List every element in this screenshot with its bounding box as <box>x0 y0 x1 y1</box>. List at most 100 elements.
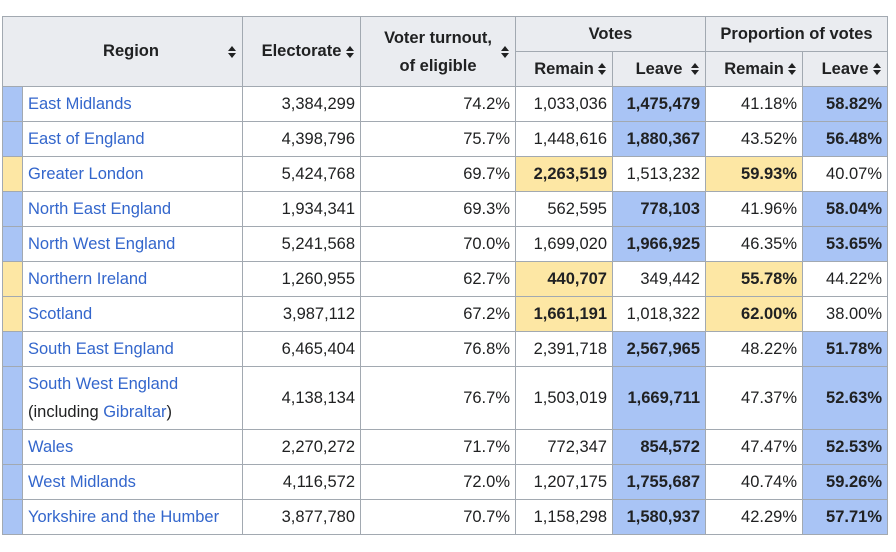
region-link[interactable]: East of England <box>28 130 145 148</box>
remain-pct-cell: 46.35% <box>705 226 803 262</box>
region-header[interactable]: Region <box>2 16 243 87</box>
proportion-group-header: Proportion of votes <box>705 16 888 52</box>
region-note: (including <box>28 403 104 421</box>
leave-votes-cell: 1,018,322 <box>612 296 706 332</box>
region-note-close: ) <box>166 403 173 421</box>
region-link[interactable]: North West England <box>28 235 176 253</box>
region-cell: North West England <box>22 226 243 262</box>
region-link[interactable]: East Midlands <box>28 95 132 113</box>
region-link[interactable]: South East England <box>28 340 174 358</box>
winner-swatch <box>2 331 23 367</box>
region-link[interactable]: Scotland <box>28 305 93 323</box>
leave-pct-header-label: Leave <box>821 59 869 78</box>
leave-pct-cell: 52.53% <box>802 429 888 465</box>
remain-pct-header-label: Remain <box>724 59 784 78</box>
electorate-cell: 4,138,134 <box>242 366 361 430</box>
region-note-link[interactable]: Gibraltar <box>103 403 167 421</box>
remain-votes-cell: 1,158,298 <box>515 499 613 535</box>
remain-pct-header[interactable]: Remain <box>705 51 803 87</box>
sort-icon[interactable] <box>598 63 606 75</box>
electorate-cell: 2,270,272 <box>242 429 361 465</box>
leave-votes-cell: 1,513,232 <box>612 156 706 192</box>
region-link[interactable]: West Midlands <box>28 473 136 491</box>
turnout-cell: 71.7% <box>360 429 516 465</box>
results-table: Region Electorate Voter turnout, of elig… <box>2 16 888 535</box>
region-link[interactable]: Wales <box>28 438 74 456</box>
leave-votes-header-label: Leave <box>635 59 683 78</box>
leave-pct-header[interactable]: Leave <box>802 51 888 87</box>
turnout-cell: 76.8% <box>360 331 516 367</box>
sort-icon[interactable] <box>228 45 236 58</box>
region-link[interactable]: Yorkshire and the Humber <box>28 508 220 526</box>
electorate-cell: 1,260,955 <box>242 261 361 297</box>
remain-votes-cell: 1,448,616 <box>515 121 613 157</box>
electorate-cell: 3,987,112 <box>242 296 361 332</box>
leave-pct-cell: 40.07% <box>802 156 888 192</box>
leave-votes-cell: 854,572 <box>612 429 706 465</box>
leave-votes-cell: 349,442 <box>612 261 706 297</box>
turnout-cell: 67.2% <box>360 296 516 332</box>
region-link[interactable]: Northern Ireland <box>28 270 148 288</box>
remain-pct-cell: 55.78% <box>705 261 803 297</box>
sort-icon[interactable] <box>788 63 796 75</box>
table-row: East Midlands 3,384,299 74.2% 1,033,036 … <box>2 86 888 122</box>
leave-pct-cell: 58.04% <box>802 191 888 227</box>
leave-votes-cell: 1,475,479 <box>612 86 706 122</box>
leave-votes-cell: 778,103 <box>612 191 706 227</box>
region-link[interactable]: North East England <box>28 200 172 218</box>
region-cell: East Midlands <box>22 86 243 122</box>
remain-pct-cell: 47.37% <box>705 366 803 430</box>
turnout-header-line1: Voter turnout, <box>384 28 492 47</box>
region-link[interactable]: Greater London <box>28 165 144 183</box>
turnout-cell: 75.7% <box>360 121 516 157</box>
remain-pct-cell: 48.22% <box>705 331 803 367</box>
turnout-cell: 74.2% <box>360 86 516 122</box>
turnout-cell: 76.7% <box>360 366 516 430</box>
electorate-cell: 6,465,404 <box>242 331 361 367</box>
turnout-cell: 70.7% <box>360 499 516 535</box>
table-row: Wales 2,270,272 71.7% 772,347 854,572 47… <box>2 429 888 465</box>
region-cell: West Midlands <box>22 464 243 500</box>
electorate-cell: 4,116,572 <box>242 464 361 500</box>
region-cell: Scotland <box>22 296 243 332</box>
remain-votes-header-label: Remain <box>534 59 594 78</box>
sort-icon[interactable] <box>691 63 699 75</box>
sort-icon[interactable] <box>873 63 881 75</box>
remain-votes-cell: 1,699,020 <box>515 226 613 262</box>
leave-votes-cell: 2,567,965 <box>612 331 706 367</box>
winner-swatch <box>2 226 23 262</box>
sort-icon[interactable] <box>346 45 354 58</box>
electorate-cell: 5,241,568 <box>242 226 361 262</box>
remain-votes-cell: 1,661,191 <box>515 296 613 332</box>
leave-pct-cell: 57.71% <box>802 499 888 535</box>
electorate-header[interactable]: Electorate <box>242 16 361 87</box>
turnout-header[interactable]: Voter turnout, of eligible <box>360 16 516 87</box>
remain-pct-cell: 40.74% <box>705 464 803 500</box>
remain-votes-cell: 562,595 <box>515 191 613 227</box>
winner-swatch <box>2 156 23 192</box>
leave-pct-cell: 44.22% <box>802 261 888 297</box>
remain-votes-header[interactable]: Remain <box>515 51 613 87</box>
electorate-cell: 3,877,780 <box>242 499 361 535</box>
leave-pct-cell: 51.78% <box>802 331 888 367</box>
winner-swatch <box>2 86 23 122</box>
leave-votes-header[interactable]: Leave <box>612 51 706 87</box>
winner-swatch <box>2 296 23 332</box>
leave-votes-cell: 1,755,687 <box>612 464 706 500</box>
votes-group-header: Votes <box>515 16 706 52</box>
electorate-cell: 3,384,299 <box>242 86 361 122</box>
winner-swatch <box>2 191 23 227</box>
electorate-cell: 1,934,341 <box>242 191 361 227</box>
remain-pct-cell: 62.00% <box>705 296 803 332</box>
leave-pct-cell: 58.82% <box>802 86 888 122</box>
sort-icon[interactable] <box>501 45 509 58</box>
region-header-label: Region <box>103 42 159 60</box>
remain-pct-cell: 43.52% <box>705 121 803 157</box>
region-link[interactable]: South West England <box>28 375 179 393</box>
remain-pct-cell: 42.29% <box>705 499 803 535</box>
region-cell: Yorkshire and the Humber <box>22 499 243 535</box>
remain-votes-cell: 1,033,036 <box>515 86 613 122</box>
region-cell: East of England <box>22 121 243 157</box>
remain-pct-cell: 41.18% <box>705 86 803 122</box>
winner-swatch <box>2 464 23 500</box>
